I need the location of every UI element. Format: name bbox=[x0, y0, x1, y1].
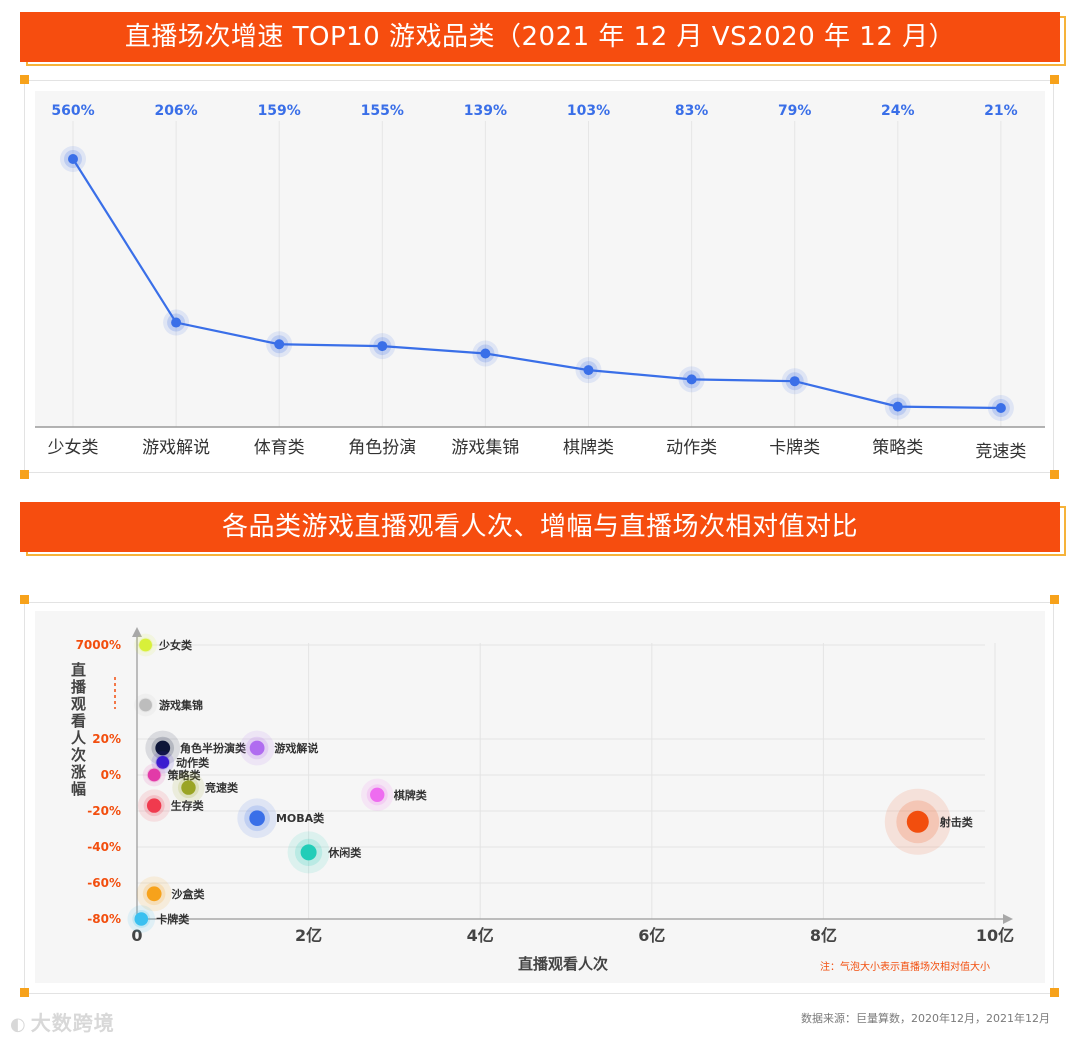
bubble bbox=[884, 788, 951, 855]
corner-mark bbox=[1050, 75, 1059, 84]
data-point bbox=[781, 368, 808, 395]
plot-area bbox=[35, 611, 1045, 983]
bubble bbox=[287, 831, 330, 874]
bubble-label: 棋牌类 bbox=[393, 788, 428, 802]
series-line bbox=[72, 158, 1001, 410]
x-axis-title: 直播观看人次 bbox=[518, 955, 608, 973]
y-tick-label: 0% bbox=[101, 768, 121, 782]
bubble bbox=[151, 751, 175, 774]
data-point bbox=[472, 340, 499, 367]
value-label: 83% bbox=[675, 103, 709, 119]
bubble bbox=[361, 778, 394, 811]
value-label: 206% bbox=[154, 103, 197, 119]
corner-mark bbox=[20, 595, 29, 604]
brand-logo: ◐ 大数跨境 bbox=[10, 1007, 115, 1036]
data-source: 数据来源：巨量算数，2020年12月，2021年12月 bbox=[801, 1012, 1050, 1025]
data-point bbox=[884, 393, 911, 420]
y-tick-label: -40% bbox=[87, 840, 121, 854]
y-tick-label: -20% bbox=[87, 804, 121, 818]
bubble-label: 生存类 bbox=[171, 799, 205, 813]
brand-logo-text: 大数跨境 bbox=[30, 1011, 115, 1035]
plot-area bbox=[35, 91, 1045, 427]
category-label: 卡牌类 bbox=[769, 438, 820, 458]
y-tick-label: 7000% bbox=[76, 638, 121, 652]
x-tick-label: 8亿 bbox=[810, 926, 837, 945]
bubble bbox=[137, 789, 171, 822]
bubble bbox=[134, 693, 157, 717]
value-label: 79% bbox=[778, 103, 812, 119]
corner-mark bbox=[20, 470, 29, 479]
value-label: 21% bbox=[984, 103, 1018, 119]
value-label: 103% bbox=[567, 103, 610, 119]
bubble bbox=[239, 730, 275, 766]
y-axis-title: 直播观看人次涨幅 bbox=[71, 661, 87, 798]
bubble bbox=[127, 905, 156, 933]
x-tick-label: 6亿 bbox=[638, 926, 665, 945]
bubble-label: 动作类 bbox=[176, 755, 210, 769]
category-label: 策略类 bbox=[872, 438, 923, 458]
x-axis-arrow-icon bbox=[1003, 914, 1013, 924]
x-tick-label: 10亿 bbox=[976, 926, 1014, 945]
chart-annotation: 注：气泡大小表示直播场次相对值大小 bbox=[820, 960, 990, 973]
scatter-chart-panel: 7000% 20% 0% -20% -40% -60% -80% 0 2亿 4亿 6亿 8亿 10亿 直播… bbox=[24, 602, 1054, 994]
data-point bbox=[678, 366, 705, 393]
corner-mark bbox=[1050, 595, 1059, 604]
bubble-label: 游戏集锦 bbox=[159, 698, 203, 712]
data-point bbox=[266, 331, 293, 358]
corner-mark bbox=[20, 75, 29, 84]
value-label: 155% bbox=[361, 103, 404, 119]
category-label: 竞速类 bbox=[975, 442, 1026, 462]
bubble bbox=[145, 730, 181, 766]
bubble-label: 竞速类 bbox=[205, 781, 239, 795]
x-tick-label: 2亿 bbox=[295, 926, 322, 945]
x-tick-label: 4亿 bbox=[467, 926, 494, 945]
y-axis-arrow-icon bbox=[132, 627, 142, 637]
value-label: 560% bbox=[51, 103, 94, 119]
section1-title: 直播场次增速 TOP10 游戏品类（2021 年 12 月 VS2020 年 1… bbox=[20, 12, 1060, 62]
value-label: 139% bbox=[464, 103, 507, 119]
corner-mark bbox=[20, 988, 29, 997]
y-tick-label: -60% bbox=[87, 876, 121, 890]
category-label: 游戏解说 bbox=[142, 438, 210, 458]
bubble bbox=[237, 798, 277, 838]
bubble-label: 角色半扮演类 bbox=[180, 741, 247, 755]
bubble bbox=[134, 633, 157, 657]
bubble bbox=[136, 876, 172, 912]
data-point bbox=[60, 146, 86, 172]
corner-mark bbox=[1050, 470, 1059, 479]
category-label: 游戏集锦 bbox=[451, 438, 519, 458]
y-tick-label: 20% bbox=[92, 732, 121, 746]
line-chart: 560% 少女类 206% 游戏解说 159% 体育类 155% 角色扮演 139% 游戏集锦 10… bbox=[35, 91, 1045, 462]
bubble-label: 沙盒类 bbox=[171, 887, 205, 901]
bubble bbox=[142, 763, 166, 787]
category-label: 棋牌类 bbox=[563, 438, 614, 458]
bubble-label: 卡牌类 bbox=[156, 912, 190, 926]
y-tick-label: -80% bbox=[87, 912, 121, 926]
data-point bbox=[163, 309, 190, 336]
x-tick-label: 0 bbox=[131, 926, 142, 945]
section2-title: 各品类游戏直播观看人次、增幅与直播场次相对值对比 bbox=[20, 502, 1060, 552]
data-point bbox=[987, 395, 1014, 421]
bubble-label: 少女类 bbox=[158, 638, 193, 652]
corner-mark bbox=[1050, 988, 1059, 997]
bubble-label: 游戏解说 bbox=[274, 741, 318, 755]
data-point bbox=[369, 333, 396, 360]
scatter-chart: 7000%20%0%-20%-40%-60%-80%0 2亿 4亿 6亿 8亿 10亿直播… bbox=[35, 611, 1045, 983]
bubble-label: 休闲类 bbox=[327, 845, 362, 859]
category-label: 体育类 bbox=[254, 438, 305, 458]
value-label: 159% bbox=[258, 103, 301, 119]
bubble-label: 策略类 bbox=[167, 768, 202, 782]
bubble bbox=[172, 771, 205, 804]
category-label: 动作类 bbox=[666, 438, 717, 458]
brand-logo-icon: ◐ bbox=[10, 1014, 27, 1035]
category-label: 角色扮演 bbox=[348, 438, 416, 458]
data-point bbox=[575, 357, 602, 384]
category-label: 少女类 bbox=[48, 438, 99, 458]
value-label: 24% bbox=[881, 103, 915, 119]
bubble-label: 射击类 bbox=[939, 815, 974, 829]
line-chart-panel: 560% 少女类 206% 游戏解说 159% 体育类 155% 角色扮演 139% 游戏集锦 10… bbox=[24, 80, 1054, 473]
bubble-label: MOBA类 bbox=[276, 811, 325, 825]
